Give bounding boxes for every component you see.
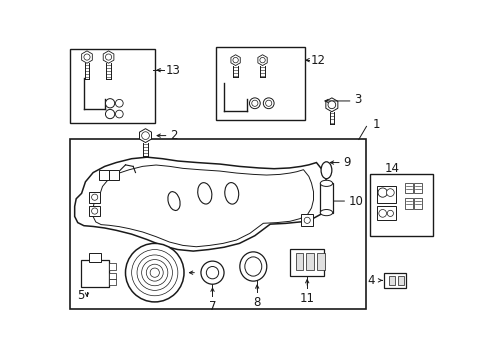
Text: 4: 4 — [366, 274, 374, 287]
Ellipse shape — [224, 183, 238, 204]
Bar — [376, 206, 395, 220]
Ellipse shape — [244, 257, 261, 276]
Circle shape — [105, 109, 115, 119]
Circle shape — [263, 98, 274, 109]
Ellipse shape — [320, 210, 332, 216]
Bar — [369, 174, 432, 236]
Bar — [290, 249, 324, 276]
Text: 9: 9 — [343, 156, 350, 169]
Circle shape — [327, 101, 335, 109]
Bar — [320, 183, 332, 213]
Text: 3: 3 — [353, 93, 361, 106]
Bar — [109, 170, 119, 180]
Circle shape — [377, 188, 386, 197]
Circle shape — [125, 243, 183, 302]
Ellipse shape — [167, 192, 180, 211]
Text: 1: 1 — [372, 118, 379, 131]
Text: 6: 6 — [198, 266, 206, 279]
Circle shape — [259, 58, 264, 63]
Circle shape — [251, 100, 257, 106]
Circle shape — [84, 54, 90, 60]
Bar — [108, 273, 116, 279]
Polygon shape — [75, 157, 327, 251]
Text: 8: 8 — [253, 296, 260, 309]
Circle shape — [378, 210, 386, 217]
Bar — [317, 253, 324, 270]
Circle shape — [91, 208, 98, 214]
Bar — [376, 186, 395, 203]
Polygon shape — [257, 55, 266, 66]
Text: 10: 10 — [348, 194, 363, 208]
Bar — [108, 279, 116, 285]
Circle shape — [201, 261, 224, 284]
Bar — [413, 183, 421, 193]
Text: 11: 11 — [299, 292, 314, 305]
Circle shape — [91, 194, 98, 200]
Polygon shape — [139, 129, 151, 143]
Circle shape — [386, 189, 393, 197]
Text: 2: 2 — [170, 129, 177, 142]
Bar — [70, 139, 366, 309]
Bar — [89, 192, 100, 203]
Ellipse shape — [197, 183, 211, 204]
Polygon shape — [81, 51, 92, 63]
Bar — [397, 276, 404, 285]
Bar — [81, 260, 108, 287]
Bar — [306, 253, 313, 270]
Ellipse shape — [239, 252, 266, 281]
Ellipse shape — [320, 180, 332, 186]
Circle shape — [206, 266, 218, 279]
Bar — [89, 206, 100, 216]
Polygon shape — [325, 98, 337, 112]
Bar — [404, 198, 412, 209]
Circle shape — [142, 132, 149, 139]
Polygon shape — [103, 51, 114, 63]
Polygon shape — [230, 55, 240, 66]
Circle shape — [386, 210, 393, 216]
Text: 7: 7 — [208, 300, 216, 313]
Text: 12: 12 — [310, 54, 325, 67]
Circle shape — [304, 217, 310, 223]
Text: 5: 5 — [77, 289, 84, 302]
Bar — [88, 253, 101, 262]
Text: 13: 13 — [165, 64, 180, 77]
Ellipse shape — [321, 162, 331, 179]
Circle shape — [115, 99, 123, 107]
Bar — [108, 264, 116, 270]
Circle shape — [115, 110, 123, 118]
Bar — [388, 276, 394, 285]
Circle shape — [105, 99, 115, 108]
Bar — [404, 183, 412, 193]
Circle shape — [265, 100, 271, 106]
Bar — [99, 170, 109, 180]
Circle shape — [105, 54, 111, 60]
Bar — [70, 49, 154, 122]
Bar — [413, 198, 421, 209]
Circle shape — [232, 58, 238, 63]
Text: 14: 14 — [384, 162, 398, 175]
Circle shape — [249, 98, 260, 109]
Bar — [384, 273, 405, 288]
Bar — [301, 214, 313, 226]
Bar — [295, 253, 303, 270]
Bar — [216, 47, 305, 120]
